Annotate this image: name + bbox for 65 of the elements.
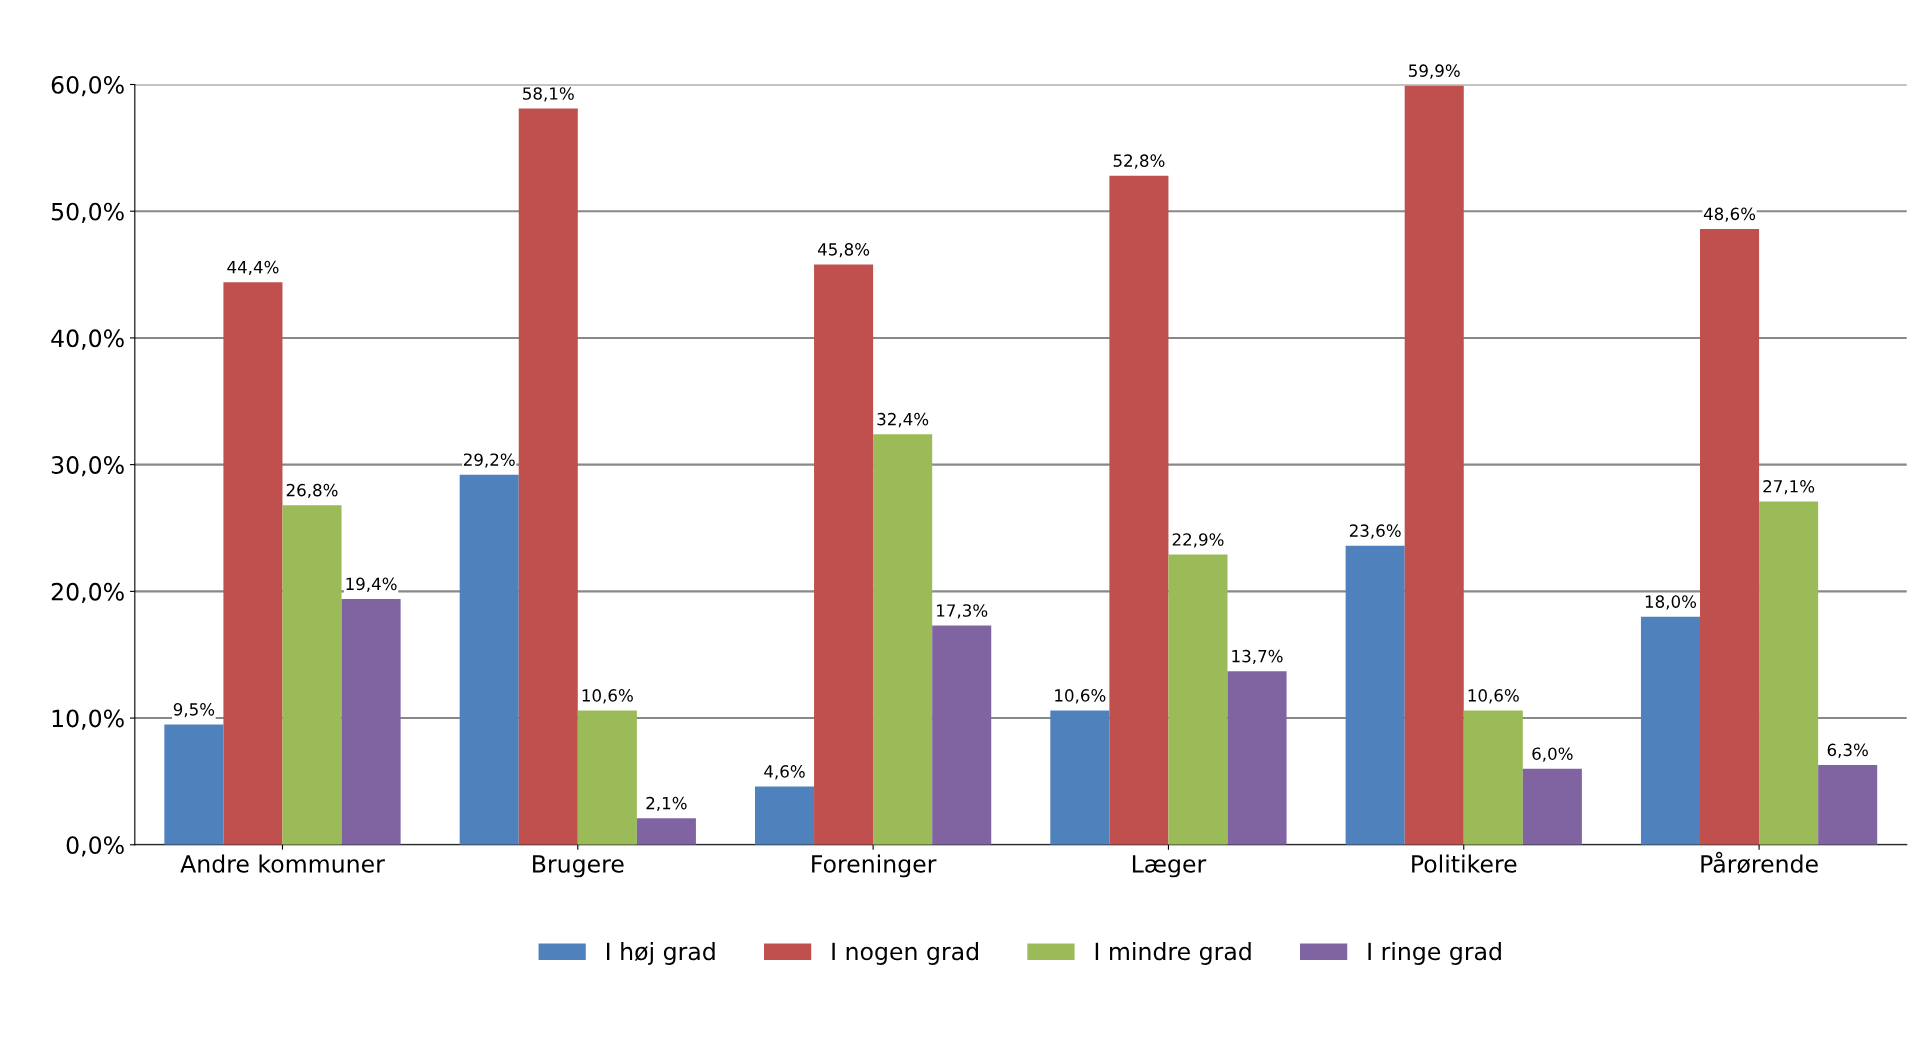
bar [1759, 501, 1819, 845]
data-label: 10,6% [1468, 689, 1519, 704]
bar [1227, 671, 1287, 845]
legend-label: I ringe grad [1368, 942, 1501, 965]
data-label: 4,6% [764, 765, 805, 780]
bar [1168, 554, 1228, 845]
bar [518, 108, 578, 845]
x-tick-label: Brugere [533, 855, 624, 878]
data-label: 10,6% [1055, 689, 1106, 704]
x-tick-label: Politikere [1412, 854, 1517, 873]
bar [1463, 710, 1523, 845]
legend-label: I nogen grad [832, 942, 978, 965]
bar [459, 474, 519, 845]
bar [636, 818, 696, 845]
data-label: 22,9% [1172, 533, 1224, 548]
data-label: 6,3% [1827, 743, 1868, 758]
data-label: 13,7% [1232, 649, 1283, 665]
y-tick-label: 20,0% [51, 582, 124, 604]
data-label: 58,1% [523, 87, 574, 102]
data-label: 48,6% [1703, 207, 1756, 222]
bar [1109, 175, 1169, 845]
bar [577, 710, 637, 845]
bar [814, 264, 874, 845]
bar [1050, 710, 1110, 845]
data-label: 10,6% [582, 689, 633, 704]
data-label: 27,1% [1763, 480, 1815, 495]
bar [341, 598, 401, 845]
bar [164, 724, 224, 845]
data-label: 19,4% [346, 577, 397, 592]
bar [1345, 545, 1405, 845]
bar [1522, 768, 1582, 845]
x-tick-label: Læger [1132, 855, 1207, 878]
x-tick-label: Andre kommuner [180, 854, 385, 873]
bar [754, 786, 815, 845]
y-tick-label: 10,0% [52, 709, 124, 730]
y-tick-label: 30,0% [51, 456, 124, 477]
data-label: 17,3% [937, 604, 988, 619]
data-label: 52,8% [1113, 154, 1165, 169]
bar [1700, 228, 1760, 845]
data-label: 29,2% [463, 453, 515, 468]
bar [282, 505, 342, 845]
x-tick-label: Foreninger [812, 854, 937, 878]
y-tick-label: 50,0% [51, 202, 124, 223]
data-label: 32,4% [877, 412, 929, 428]
bar [223, 282, 283, 845]
data-label: 6,0% [1532, 747, 1573, 762]
data-label: 2,1% [646, 796, 687, 812]
bar [873, 434, 933, 845]
data-label: 44,4% [227, 260, 279, 276]
legend-label: I mindre grad [1095, 942, 1251, 965]
data-label: 45,8% [817, 243, 870, 258]
bar [932, 625, 992, 845]
x-tick-label: Pårørende [1701, 851, 1818, 874]
y-tick-label: 0,0% [66, 836, 124, 857]
data-label: 23,6% [1349, 524, 1401, 539]
bar [1404, 85, 1464, 845]
bar [1818, 764, 1878, 845]
data-label: 9,5% [173, 703, 215, 718]
y-tick-label: 40,0% [51, 329, 124, 350]
bar [1640, 616, 1701, 845]
legend-label: I høj grad [606, 942, 715, 965]
data-label: 26,8% [286, 483, 338, 499]
data-label: 18,0% [1645, 595, 1697, 610]
data-label: 59,9% [1409, 64, 1460, 79]
y-tick-label: 60,0% [51, 75, 124, 97]
